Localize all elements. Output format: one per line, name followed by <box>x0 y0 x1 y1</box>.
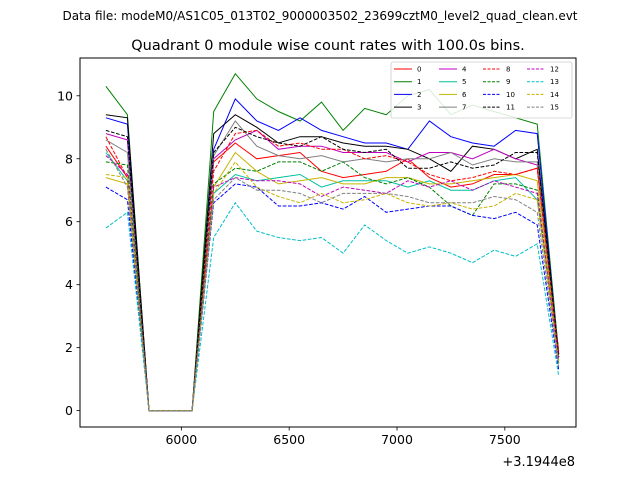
legend-entry-14: 14 <box>527 91 559 99</box>
legend-label: 1 <box>417 78 421 86</box>
legend-entry-7: 7 <box>439 104 466 112</box>
plot-frame <box>79 57 577 428</box>
legend-entry-10: 10 <box>483 91 515 99</box>
y-tick-label: 4 <box>65 277 73 292</box>
y-tick-label: 8 <box>65 151 73 166</box>
y-tick-label: 6 <box>65 214 73 229</box>
legend-label: 3 <box>417 104 421 112</box>
y-tick-label: 0 <box>65 403 73 418</box>
legend-entry-2: 2 <box>394 91 421 99</box>
legend-entry-13: 13 <box>527 78 559 86</box>
series-line-8 <box>105 129 560 412</box>
x-tick-label: 6000 <box>165 432 197 447</box>
y-tick-label: 2 <box>65 340 73 355</box>
legend-entry-6: 6 <box>439 91 467 99</box>
legend-entry-11: 11 <box>483 104 515 112</box>
legend-label: 5 <box>462 78 466 86</box>
y-tick-label: 10 <box>57 88 73 103</box>
chart-title: Quadrant 0 module wise count rates with … <box>131 38 525 54</box>
legend-label: 11 <box>506 104 515 112</box>
legend-entry-15: 15 <box>527 104 559 112</box>
legend-entry-8: 8 <box>483 66 510 74</box>
legend-label: 13 <box>550 78 559 86</box>
series-line-15 <box>105 149 560 412</box>
y-axis: 0 2 4 6 8 10 <box>57 88 80 418</box>
legend-label: 15 <box>550 104 559 112</box>
x-offset-label: +3.1944e8 <box>502 455 575 470</box>
plot-lines <box>105 72 560 412</box>
x-axis: 6000 6500 7000 7500 <box>165 427 521 447</box>
legend-entry-12: 12 <box>527 66 559 74</box>
legend-entry-4: 4 <box>439 66 467 74</box>
legend-label: 10 <box>506 91 515 99</box>
x-tick-label: 7500 <box>489 432 521 447</box>
legend-label: 14 <box>550 91 559 99</box>
legend-label: 7 <box>462 104 466 112</box>
x-tick-label: 6500 <box>273 432 305 447</box>
legend-entry-0: 0 <box>394 66 421 74</box>
legend-label: 8 <box>506 66 510 74</box>
legend-label: 9 <box>506 78 510 86</box>
legend-entry-5: 5 <box>439 78 466 86</box>
legend-label: 6 <box>462 91 467 99</box>
series-line-10 <box>105 183 560 412</box>
legend-entry-1: 1 <box>394 78 421 86</box>
suptitle: Data file: modeM0/AS1C05_013T02_90000035… <box>62 9 577 23</box>
legend-box <box>390 61 573 119</box>
legend-label: 0 <box>417 66 421 74</box>
legend-label: 4 <box>462 66 467 74</box>
legend-label: 12 <box>550 66 559 74</box>
x-tick-label: 7000 <box>381 432 413 447</box>
legend-entry-3: 3 <box>394 104 421 112</box>
legend-label: 2 <box>417 91 421 99</box>
series-line-13 <box>105 201 560 412</box>
legend-entry-9: 9 <box>483 78 510 86</box>
